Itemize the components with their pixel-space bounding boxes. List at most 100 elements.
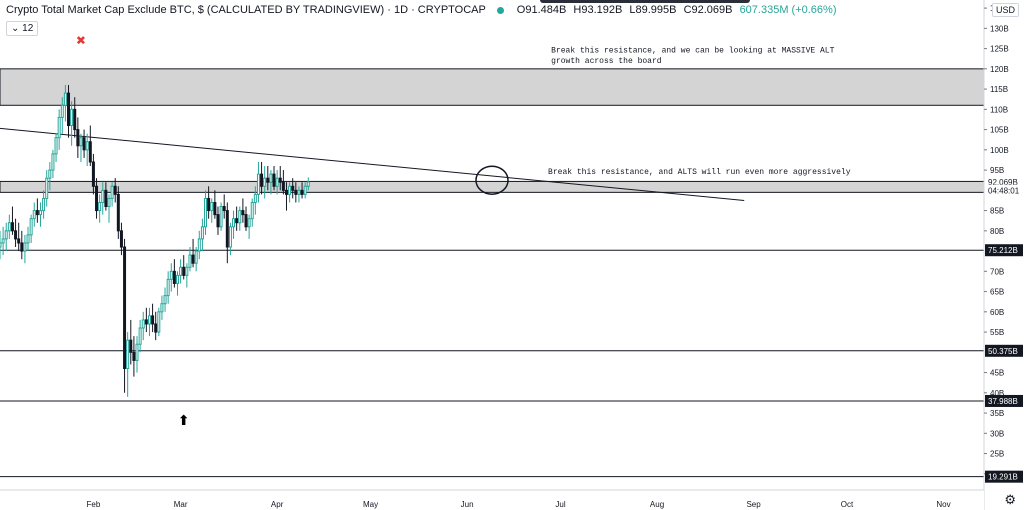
candle-body bbox=[235, 218, 239, 224]
y-tick-label: 65B bbox=[990, 288, 1004, 297]
candle-body bbox=[253, 193, 257, 203]
x-marker-icon[interactable]: ✖ bbox=[76, 34, 86, 48]
candle-body bbox=[275, 177, 279, 187]
market-status-icon bbox=[496, 6, 504, 14]
candle-body bbox=[288, 185, 292, 195]
candle-body bbox=[141, 319, 145, 329]
candle-body bbox=[126, 339, 130, 370]
price-label-box bbox=[985, 394, 1023, 407]
x-tick-label: Sep bbox=[746, 500, 761, 509]
candle-body bbox=[263, 177, 267, 187]
x-tick-label: Jun bbox=[461, 500, 474, 509]
candle-body bbox=[88, 141, 92, 163]
symbol-header: Crypto Total Market Cap Exclude BTC, $ (… bbox=[6, 4, 836, 16]
y-tick-label: 35B bbox=[990, 409, 1004, 418]
annotation-text[interactable]: growth across the board bbox=[551, 57, 662, 66]
y-tick-label: 125B bbox=[990, 45, 1009, 54]
ohlc-low: L89.995B bbox=[629, 4, 677, 16]
price-label: 04:48:01 bbox=[988, 187, 1020, 196]
candle-body bbox=[163, 295, 167, 305]
candle-body bbox=[300, 189, 304, 195]
y-tick-label: 25B bbox=[990, 450, 1004, 459]
candle-body bbox=[303, 185, 307, 195]
candle-body bbox=[38, 210, 42, 216]
candle-body bbox=[157, 311, 161, 333]
candle-body bbox=[14, 230, 18, 240]
candle-body bbox=[169, 270, 173, 280]
candle-body bbox=[241, 210, 245, 216]
candle-body bbox=[191, 254, 195, 264]
candle-body bbox=[0, 242, 2, 248]
candle-body bbox=[116, 193, 120, 232]
candle-body bbox=[79, 137, 83, 147]
symbol-title[interactable]: Crypto Total Market Cap Exclude BTC, $ (… bbox=[6, 4, 486, 16]
candle-body bbox=[222, 206, 226, 212]
currency-button[interactable]: USD bbox=[991, 3, 1019, 17]
top-toolbar-handle[interactable] bbox=[540, 0, 750, 3]
candle-body bbox=[132, 351, 136, 361]
candle-body bbox=[54, 137, 58, 155]
candle-body bbox=[1, 238, 5, 244]
candle-body bbox=[151, 315, 155, 325]
price-label: 37.988B bbox=[988, 397, 1018, 406]
candle-body bbox=[188, 254, 192, 268]
candle-body bbox=[119, 230, 123, 248]
annotation-text[interactable]: Break this resistance, and ALTS will run… bbox=[548, 168, 851, 177]
time-axis[interactable] bbox=[0, 490, 984, 510]
candle-body bbox=[247, 218, 251, 228]
candle-body bbox=[182, 266, 186, 276]
candle-body bbox=[284, 189, 288, 195]
price-label: 75.212B bbox=[988, 246, 1018, 255]
candle-body bbox=[238, 210, 242, 224]
candle-body bbox=[297, 189, 301, 195]
candle-body bbox=[35, 210, 39, 216]
candle-body bbox=[154, 323, 158, 333]
x-tick-label: May bbox=[363, 500, 378, 509]
price-label-box bbox=[985, 244, 1023, 257]
x-tick-label: Apr bbox=[271, 500, 284, 509]
gear-icon[interactable]: ⚙ bbox=[1004, 492, 1016, 507]
y-tick-label: 40B bbox=[990, 389, 1004, 398]
candle-body bbox=[197, 238, 201, 252]
y-tick-label: 100B bbox=[990, 146, 1009, 155]
candle-body bbox=[185, 266, 189, 276]
arrow-up-icon[interactable]: ⬆ bbox=[178, 413, 190, 429]
y-tick-label: 55B bbox=[990, 328, 1004, 337]
highlight-circle[interactable] bbox=[475, 165, 509, 195]
candle-body bbox=[63, 92, 67, 106]
price-label-box bbox=[985, 344, 1023, 357]
candle-body bbox=[175, 274, 179, 284]
candle-body bbox=[23, 242, 27, 252]
candle-body bbox=[95, 185, 99, 212]
price-label: 19.291B bbox=[988, 473, 1018, 482]
x-tick-label: Nov bbox=[936, 500, 950, 509]
candle-body bbox=[7, 222, 11, 232]
candle-body bbox=[10, 222, 14, 232]
candle-body bbox=[104, 189, 108, 208]
annotation-text[interactable]: Break this resistance, and we can be loo… bbox=[551, 47, 834, 56]
resistance-zone-1[interactable] bbox=[0, 180, 985, 193]
price-label: 92.069B bbox=[988, 178, 1018, 187]
candle-body bbox=[232, 218, 236, 228]
price-label: 50.375B bbox=[988, 347, 1018, 356]
candle-body bbox=[29, 218, 33, 236]
candle-body bbox=[73, 108, 77, 131]
candle-body bbox=[17, 238, 21, 244]
candle-body bbox=[278, 177, 282, 183]
candle-body bbox=[26, 234, 30, 244]
y-tick-label: 45B bbox=[990, 369, 1004, 378]
trendline[interactable] bbox=[0, 127, 745, 201]
price-label-box bbox=[985, 184, 1023, 197]
candle-body bbox=[42, 197, 46, 212]
candle-body bbox=[228, 226, 232, 248]
candle-body bbox=[256, 173, 260, 195]
candle-body bbox=[98, 201, 102, 212]
x-tick-label: Feb bbox=[87, 500, 101, 509]
candle-body bbox=[4, 230, 8, 240]
candle-body bbox=[194, 250, 198, 264]
candle-body bbox=[269, 173, 273, 183]
resistance-zone-0[interactable] bbox=[0, 68, 985, 106]
ohlc-change: 607.335M (+0.66%) bbox=[739, 4, 837, 16]
indicator-toggle[interactable]: ⌄ 12 bbox=[6, 21, 39, 36]
